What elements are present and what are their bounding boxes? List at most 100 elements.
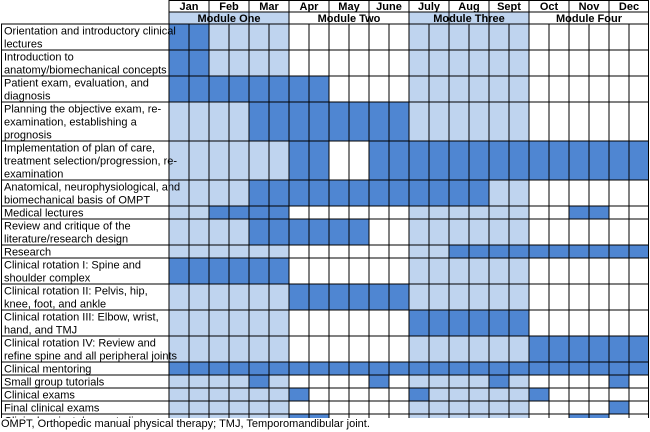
schedule-cell bbox=[509, 414, 529, 418]
schedule-cell bbox=[349, 206, 369, 219]
schedule-cell bbox=[469, 388, 489, 401]
schedule-cell bbox=[229, 102, 249, 141]
schedule-cell bbox=[589, 375, 609, 388]
schedule-cell bbox=[389, 219, 409, 245]
schedule-cell bbox=[589, 284, 609, 310]
schedule-cell bbox=[389, 310, 409, 336]
schedule-cell bbox=[369, 414, 389, 418]
schedule-cell bbox=[409, 24, 429, 50]
schedule-cell bbox=[509, 141, 529, 180]
schedule-cell bbox=[409, 362, 429, 375]
schedule-cell bbox=[289, 24, 309, 50]
schedule-cell bbox=[229, 310, 249, 336]
schedule-cell bbox=[169, 414, 189, 418]
schedule-cell bbox=[489, 375, 509, 388]
row-label: refine spine and all peripheral joints bbox=[4, 351, 178, 363]
module-band bbox=[409, 12, 529, 24]
schedule-cell bbox=[349, 102, 369, 141]
schedule-cell bbox=[169, 245, 189, 258]
module-band bbox=[529, 12, 649, 24]
schedule-cell bbox=[249, 362, 269, 375]
schedule-cell bbox=[449, 180, 469, 206]
schedule-cell bbox=[209, 219, 229, 245]
schedule-cell bbox=[309, 284, 329, 310]
schedule-cell bbox=[249, 375, 269, 388]
schedule-cell bbox=[409, 206, 429, 219]
schedule-cell bbox=[189, 284, 209, 310]
schedule-cell bbox=[629, 24, 649, 50]
schedule-cell bbox=[409, 401, 429, 414]
schedule-cell bbox=[429, 206, 449, 219]
schedule-cell bbox=[329, 180, 349, 206]
schedule-cell bbox=[469, 141, 489, 180]
schedule-cell bbox=[449, 414, 469, 418]
schedule-cell bbox=[429, 76, 449, 102]
month-label: Nov bbox=[579, 1, 601, 13]
schedule-cell bbox=[209, 50, 229, 76]
schedule-cell bbox=[209, 76, 229, 102]
schedule-cell bbox=[529, 141, 549, 180]
schedule-cell bbox=[449, 284, 469, 310]
schedule-cell bbox=[329, 219, 349, 245]
month-label: Oct bbox=[540, 1, 559, 13]
schedule-cell bbox=[369, 336, 389, 362]
schedule-cell bbox=[269, 245, 289, 258]
schedule-cell bbox=[429, 284, 449, 310]
schedule-cell bbox=[469, 50, 489, 76]
schedule-cell bbox=[349, 336, 369, 362]
schedule-cell bbox=[369, 388, 389, 401]
schedule-cell bbox=[229, 24, 249, 50]
schedule-cell bbox=[389, 180, 409, 206]
schedule-cell bbox=[249, 388, 269, 401]
schedule-cell bbox=[429, 414, 449, 418]
schedule-cell bbox=[529, 102, 549, 141]
schedule-cell bbox=[209, 336, 229, 362]
schedule-cell bbox=[269, 50, 289, 76]
schedule-cell bbox=[369, 310, 389, 336]
schedule-cell bbox=[469, 180, 489, 206]
schedule-cell bbox=[229, 219, 249, 245]
schedule-cell bbox=[609, 401, 629, 414]
schedule-cell bbox=[589, 336, 609, 362]
schedule-cell bbox=[469, 362, 489, 375]
row-label: lectures bbox=[4, 39, 43, 51]
schedule-cell bbox=[449, 141, 469, 180]
schedule-cell bbox=[189, 258, 209, 284]
schedule-cell bbox=[549, 245, 569, 258]
schedule-cell bbox=[369, 206, 389, 219]
schedule-cell bbox=[329, 310, 349, 336]
schedule-cell bbox=[469, 24, 489, 50]
schedule-cell bbox=[369, 50, 389, 76]
schedule-cell bbox=[289, 102, 309, 141]
schedule-cell bbox=[549, 336, 569, 362]
schedule-cell bbox=[509, 24, 529, 50]
schedule-cell bbox=[329, 76, 349, 102]
schedule-cell bbox=[169, 102, 189, 141]
schedule-cell bbox=[269, 206, 289, 219]
schedule-cell bbox=[469, 284, 489, 310]
schedule-cell bbox=[629, 76, 649, 102]
schedule-cell bbox=[549, 76, 569, 102]
schedule-cell bbox=[169, 50, 189, 76]
schedule-cell bbox=[189, 414, 209, 418]
schedule-cell bbox=[269, 388, 289, 401]
month-label: Apr bbox=[300, 1, 320, 13]
module-label: Module Two bbox=[318, 13, 381, 25]
schedule-cell bbox=[409, 180, 429, 206]
month-label: Sept bbox=[497, 1, 521, 13]
schedule-cell bbox=[269, 401, 289, 414]
schedule-cell bbox=[549, 401, 569, 414]
schedule-cell bbox=[349, 284, 369, 310]
schedule-cell bbox=[449, 375, 469, 388]
schedule-cell bbox=[349, 401, 369, 414]
module-label: Module Three bbox=[433, 13, 505, 25]
schedule-cell bbox=[329, 401, 349, 414]
schedule-cell bbox=[389, 375, 409, 388]
schedule-cell bbox=[549, 375, 569, 388]
schedule-cell bbox=[309, 388, 329, 401]
schedule-cell bbox=[529, 50, 549, 76]
schedule-cell bbox=[589, 206, 609, 219]
schedule-cell bbox=[409, 388, 429, 401]
schedule-cell bbox=[249, 245, 269, 258]
month-label: Aug bbox=[458, 1, 479, 13]
